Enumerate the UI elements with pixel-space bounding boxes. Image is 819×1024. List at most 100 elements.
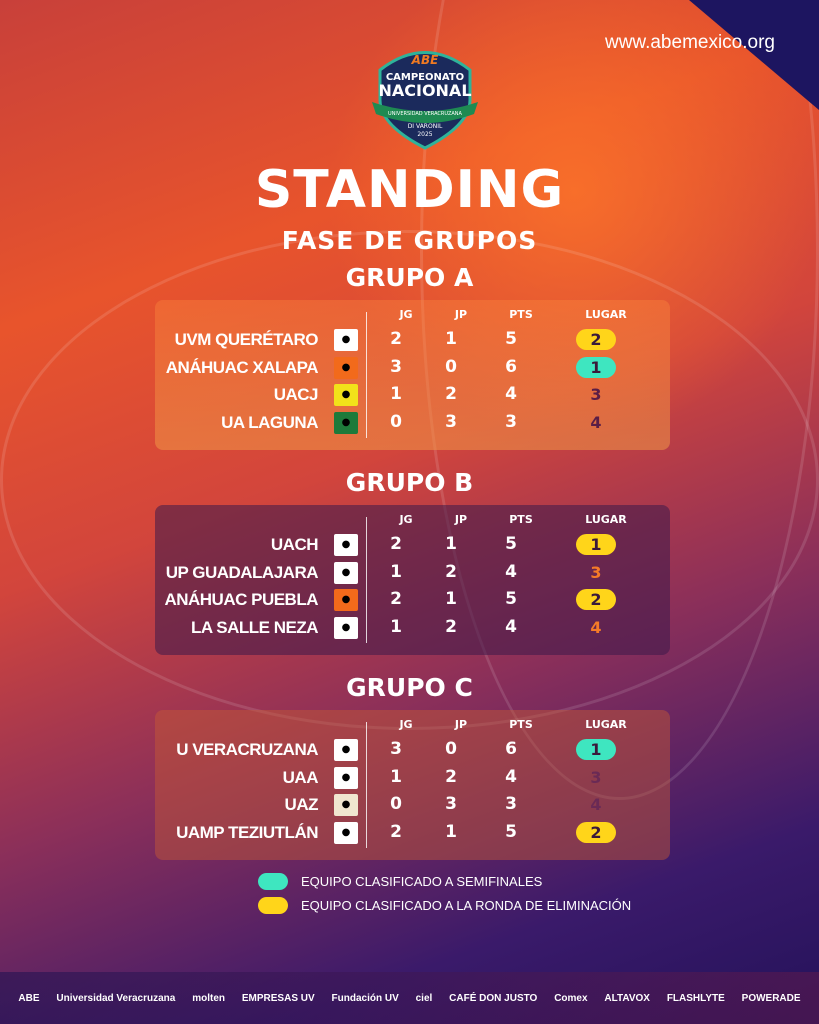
sponsor-logo: EMPRESAS UV <box>241 992 315 1004</box>
team-name: UAMP TEZIUTLÁN <box>176 823 318 843</box>
team-logo-icon: ● <box>334 739 358 761</box>
sponsor-logo: POWERADE <box>741 992 801 1004</box>
website-url[interactable]: www.abemexico.org <box>604 32 775 53</box>
team-logo-icon: ● <box>334 329 358 351</box>
column-header: PTS <box>509 718 533 731</box>
table-row: UAMP TEZIUTLÁN ● 2 1 5 2 <box>155 819 670 847</box>
team-name: ANÁHUAC XALAPA <box>165 357 319 377</box>
column-header: LUGAR <box>585 513 627 526</box>
column-header: JP <box>454 513 468 526</box>
lugar-badge: 2 <box>576 822 616 844</box>
jg-value: 1 <box>390 384 402 405</box>
svg-text:2025: 2025 <box>417 131 432 138</box>
team-name: UACJ <box>273 385 319 405</box>
group-heading: GRUPO A <box>345 263 474 292</box>
team-logo-icon: ● <box>334 589 358 612</box>
sponsor-logo: molten <box>192 992 225 1004</box>
team-name: UA LAGUNA <box>221 413 318 433</box>
table-row: U VERACRUZANA ● 3 0 6 1 <box>155 736 670 764</box>
jp-value: 2 <box>445 384 457 405</box>
lugar-badge: 1 <box>576 739 616 760</box>
jg-value: 1 <box>390 561 402 582</box>
campeonato-nacional-logo: ABE CAMPEONATO NACIONAL UNIVERSIDAD VERA… <box>372 51 478 150</box>
jp-value: 1 <box>445 534 457 554</box>
lugar-badge: 3 <box>590 562 602 582</box>
pts-value: 4 <box>505 766 517 787</box>
pts-value: 5 <box>505 822 517 843</box>
lugar-badge: 4 <box>590 413 602 433</box>
page-title: STANDING <box>254 160 565 220</box>
jg-value: 1 <box>390 766 402 787</box>
svg-text:UNIVERSIDAD VERACRUZANA: UNIVERSIDAD VERACRUZANA <box>388 111 463 117</box>
group-table: JG JP PTS LUGAR U VERACRUZANA ● 3 0 6 1 UAA ●… <box>155 710 670 860</box>
divider <box>366 517 367 643</box>
page-subtitle: FASE DE GRUPOS <box>281 226 538 255</box>
jp-value: 3 <box>445 794 457 815</box>
divider <box>366 312 367 438</box>
team-name: UAA <box>282 767 319 787</box>
team-logo-icon: ● <box>334 412 358 435</box>
table-row: ANÁHUAC PUEBLA ● 2 1 5 2 <box>155 586 670 614</box>
table-row: UACH ● 2 1 5 1 <box>155 531 670 559</box>
sponsor-logo: FLASHLYTE <box>666 992 725 1004</box>
svg-text:ABE: ABE <box>411 53 439 67</box>
svg-text:CAMPEONATO: CAMPEONATO <box>386 72 464 83</box>
sponsor-logo: Fundación UV <box>331 992 399 1004</box>
svg-text:NACIONAL: NACIONAL <box>378 81 471 100</box>
group-table: JG JP PTS LUGAR UACH ● 2 1 5 1 UP GUADALAJARA… <box>155 505 670 655</box>
jg-value: 0 <box>390 412 402 433</box>
pts-value: 5 <box>505 589 517 610</box>
lugar-badge: 4 <box>590 618 602 638</box>
lugar-badge: 4 <box>590 795 602 815</box>
table-row: LA SALLE NEZA ● 1 2 4 4 <box>155 614 670 642</box>
team-name: UP GUADALAJARA <box>165 562 319 582</box>
team-logo-icon: ● <box>334 384 358 407</box>
pts-value: 4 <box>505 384 517 405</box>
svg-text:DI VARONIL: DI VARONIL <box>408 123 443 130</box>
jp-value: 2 <box>445 617 457 638</box>
jp-value: 0 <box>445 356 457 377</box>
pts-value: 6 <box>505 356 517 377</box>
legend-elimination: EQUIPO CLASIFICADO A LA RONDA DE ELIMINA… <box>258 897 678 915</box>
column-header: JG <box>399 513 413 526</box>
column-header: JP <box>454 718 468 731</box>
jp-value: 2 <box>445 561 457 582</box>
lugar-badge: 2 <box>576 329 616 350</box>
column-header: JG <box>399 308 413 321</box>
column-header: PTS <box>509 513 533 526</box>
team-name: UVM QUERÉTARO <box>174 330 319 349</box>
jp-value: 0 <box>445 739 457 759</box>
jp-value: 2 <box>445 766 457 787</box>
jp-value: 3 <box>445 412 457 433</box>
lugar-badge: 3 <box>590 385 602 405</box>
sponsor-logo: CAFÉ DON JUSTO <box>449 992 538 1004</box>
column-header: JG <box>399 718 413 731</box>
legend-label: EQUIPO CLASIFICADO A SEMIFINALES <box>301 874 543 889</box>
legend-semifinal: EQUIPO CLASIFICADO A SEMIFINALES <box>258 873 678 891</box>
pts-value: 5 <box>505 329 517 349</box>
sponsor-logo: Comex <box>554 992 588 1004</box>
team-logo-icon: ● <box>334 534 358 556</box>
pts-value: 6 <box>505 739 517 759</box>
column-header: LUGAR <box>585 718 627 731</box>
jg-value: 2 <box>390 534 402 554</box>
pts-value: 3 <box>505 794 517 815</box>
team-name: ANÁHUAC PUEBLA <box>164 590 318 610</box>
group-table: JG JP PTS LUGAR UVM QUERÉTARO ● 2 1 5 2 ANÁHU… <box>155 300 670 450</box>
sponsors-bar: ABE Universidad Veracruzana molten EMPRESAS… <box>0 972 819 1024</box>
pts-value: 4 <box>505 561 517 582</box>
jg-value: 2 <box>390 589 402 610</box>
jg-value: 3 <box>390 356 402 377</box>
sponsor-logo: ALTAVOX <box>604 992 650 1004</box>
column-header: LUGAR <box>585 308 627 321</box>
divider <box>366 722 367 848</box>
team-name: U VERACRUZANA <box>176 740 318 759</box>
table-row: UACJ ● 1 2 4 3 <box>155 381 670 409</box>
jp-value: 1 <box>445 329 457 349</box>
group-heading: GRUPO B <box>345 468 474 497</box>
team-name: UAZ <box>284 795 319 815</box>
group-heading: GRUPO C <box>346 673 473 702</box>
team-logo-icon: ● <box>334 822 358 845</box>
jg-value: 2 <box>390 822 402 843</box>
table-row: UAZ ● 0 3 3 4 <box>155 791 670 819</box>
